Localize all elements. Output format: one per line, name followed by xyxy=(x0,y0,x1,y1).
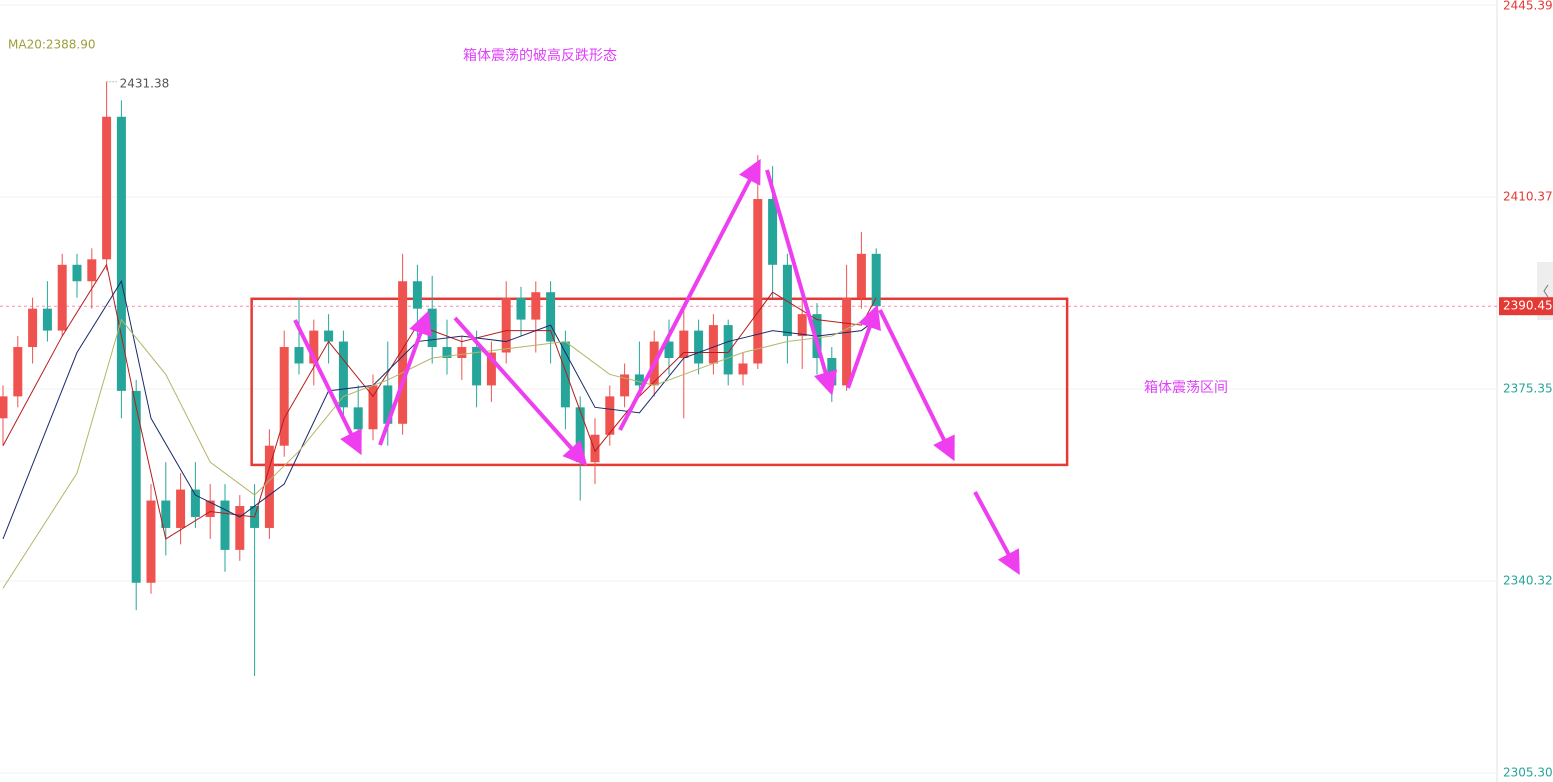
chart-title: 箱体震荡的破高反跌形态 xyxy=(463,47,617,64)
arrow xyxy=(453,316,588,466)
y-tick-label: 2305.30 xyxy=(1503,766,1553,780)
candle-body xyxy=(664,341,674,358)
candle-body xyxy=(264,445,274,528)
price-tag xyxy=(1499,297,1553,316)
ma-line xyxy=(2,314,877,589)
arrow xyxy=(878,309,955,462)
candle-body xyxy=(634,374,644,386)
y-tick-label: 2375.35 xyxy=(1503,381,1553,395)
arrow xyxy=(765,169,838,396)
legend-label: MA20:2388.90 xyxy=(8,38,96,52)
candle-body xyxy=(457,347,467,358)
box-label: 箱体震荡区间 xyxy=(1144,380,1228,396)
ma-line xyxy=(2,263,877,540)
candle-body xyxy=(28,308,38,348)
arrow xyxy=(973,491,1020,576)
candle-body xyxy=(190,489,200,517)
candle-body xyxy=(738,363,748,375)
candle-body xyxy=(442,347,452,358)
candle-body xyxy=(368,385,378,430)
candle-body xyxy=(309,330,319,364)
candle-body xyxy=(620,374,630,397)
candle-body xyxy=(102,116,112,260)
candle-body xyxy=(516,297,526,320)
candle-body xyxy=(42,308,52,331)
candle-body xyxy=(353,407,363,430)
candle-body xyxy=(708,325,718,364)
y-tick-label: 2340.32 xyxy=(1503,574,1553,588)
candle-body xyxy=(486,352,496,386)
candle-body xyxy=(412,281,422,309)
candle-body xyxy=(161,500,171,528)
y-tick-label: 2410.37 xyxy=(1503,189,1553,203)
candle-body xyxy=(72,264,82,282)
candle-body xyxy=(324,330,334,342)
candle-body xyxy=(235,506,245,550)
price-tag-label: 2390.45 xyxy=(1503,299,1553,313)
candle-body xyxy=(116,116,126,391)
candle-body xyxy=(782,264,792,337)
y-tick-label: 2445.39 xyxy=(1503,0,1553,13)
arrow xyxy=(846,304,881,389)
candle-body xyxy=(13,347,23,397)
candle-body xyxy=(176,489,186,528)
candle-body xyxy=(338,341,348,408)
candle-body xyxy=(546,292,556,342)
range-box xyxy=(250,297,1069,467)
candle-body xyxy=(57,264,67,331)
candle-body xyxy=(797,314,807,337)
candle-body xyxy=(768,199,778,265)
candle-body xyxy=(590,434,600,463)
candle-body xyxy=(694,330,704,364)
arrow xyxy=(293,319,362,456)
candle-body xyxy=(871,253,881,307)
candle-body xyxy=(131,390,141,583)
candle-body xyxy=(723,325,733,375)
candle-body xyxy=(605,396,615,435)
candle-body xyxy=(679,330,689,358)
candle-body xyxy=(531,292,541,320)
tab-icon xyxy=(1543,284,1549,298)
candle-body xyxy=(560,341,570,408)
candle-body xyxy=(87,259,97,282)
candle-body xyxy=(0,396,8,419)
arrow xyxy=(618,158,761,431)
arrow xyxy=(378,310,432,446)
candle-body xyxy=(856,253,866,298)
candle-body xyxy=(220,500,230,550)
candle-body xyxy=(575,407,585,463)
candle-body xyxy=(383,385,393,424)
candle-body xyxy=(279,347,289,446)
candle-body xyxy=(294,347,304,364)
candle-body xyxy=(205,500,215,517)
annotation-arrows xyxy=(293,158,1020,576)
candle-body xyxy=(501,297,511,353)
high-label: 2431.38 xyxy=(120,76,170,90)
candle-body xyxy=(427,308,437,348)
candle-body xyxy=(753,199,763,364)
candle-body xyxy=(472,347,482,386)
candle-body xyxy=(398,281,408,424)
candle-body xyxy=(842,297,852,386)
ma-line xyxy=(2,279,877,540)
candle-body xyxy=(146,500,156,583)
